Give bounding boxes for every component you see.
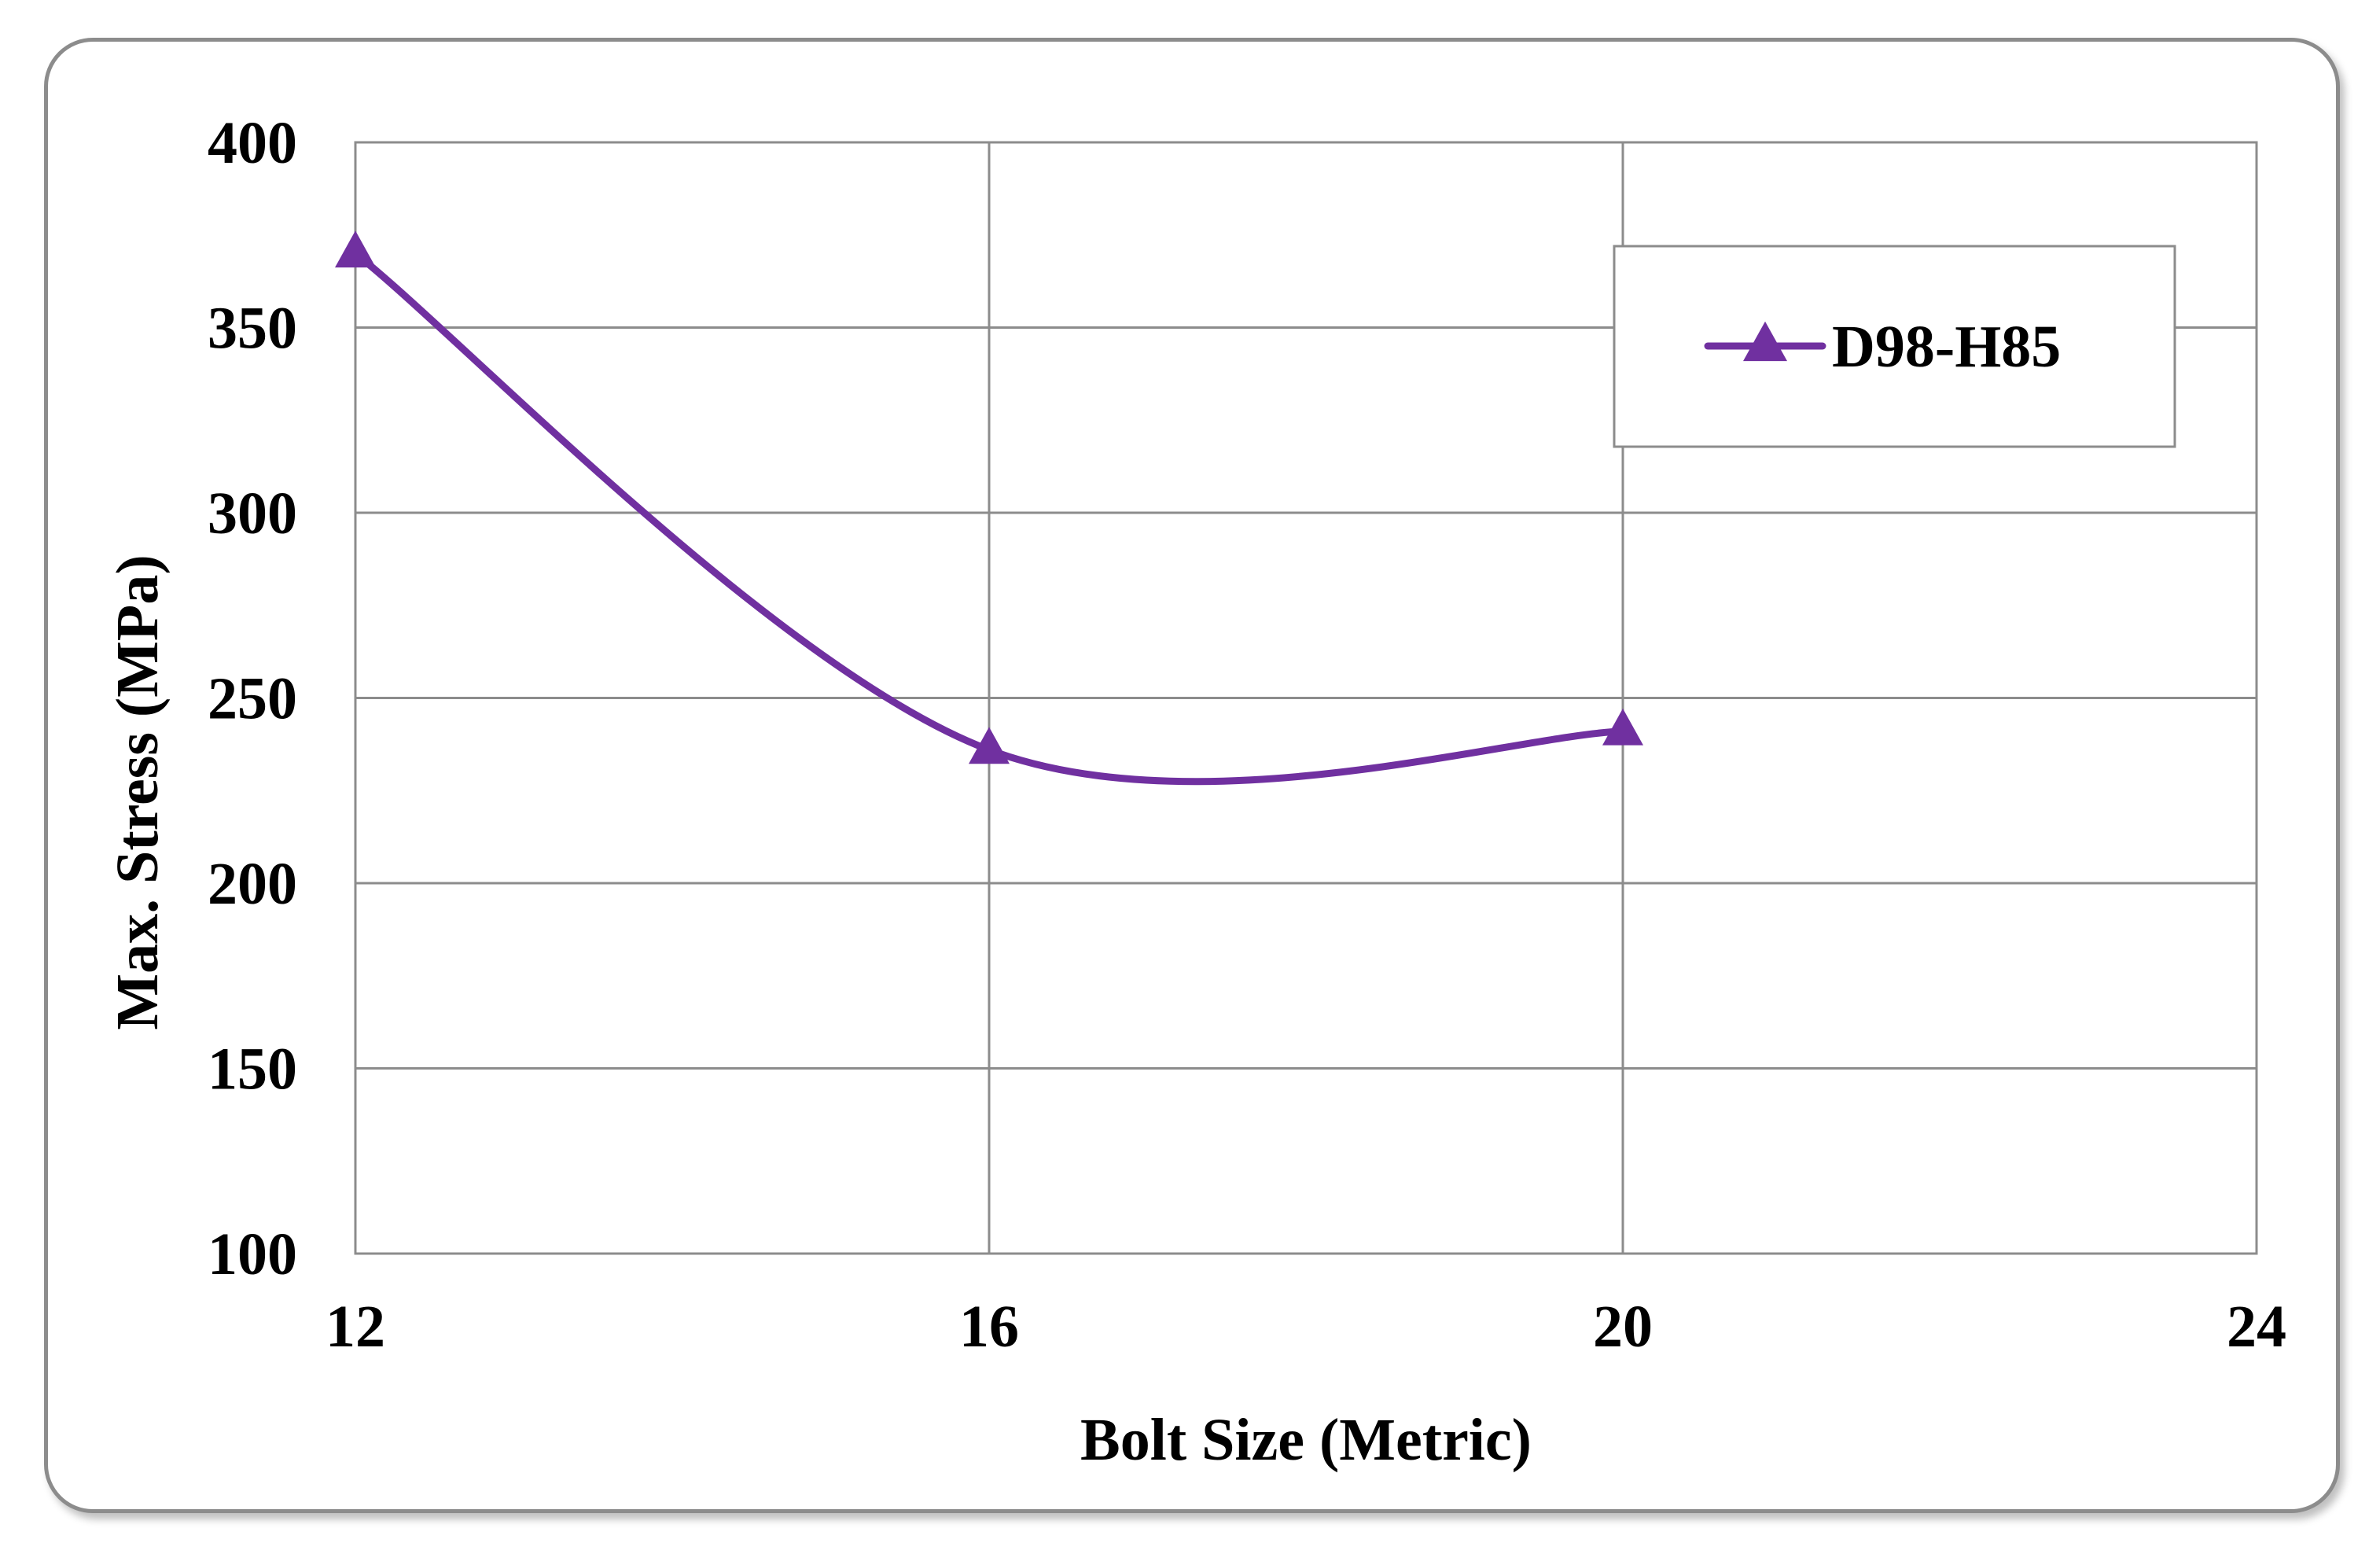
y-tick-label: 300 <box>208 481 297 547</box>
legend-label: D98-H85 <box>1832 314 2061 380</box>
x-tick-label: 24 <box>2227 1294 2286 1360</box>
x-tick-label: 12 <box>326 1294 385 1360</box>
legend-triangle-marker <box>1743 321 1787 362</box>
y-axis-title: Max. Stress (MPa) <box>105 554 171 1029</box>
series-layer <box>335 230 1643 786</box>
y-tick-label: 350 <box>208 296 297 362</box>
y-tick-label: 150 <box>208 1037 297 1103</box>
y-tick-label: 250 <box>208 666 297 732</box>
y-axis-ticks: 100 150 200 250 300 350 400 <box>208 110 297 1287</box>
y-tick-label: 400 <box>208 110 297 176</box>
y-tick-label: 100 <box>208 1221 297 1287</box>
data-point-triangle <box>1602 708 1643 746</box>
y-tick-label: 200 <box>208 851 297 917</box>
x-axis-title: Bolt Size (Metric) <box>1080 1407 1532 1473</box>
legend: D98-H85 <box>1613 245 2176 448</box>
x-tick-label: 20 <box>1593 1294 1653 1360</box>
data-point-triangle <box>969 727 1010 764</box>
plot-area <box>354 141 2258 1255</box>
x-tick-label: 16 <box>959 1294 1019 1360</box>
data-point-triangle <box>335 230 376 268</box>
x-axis-ticks: 12 16 20 24 <box>326 1294 2286 1360</box>
